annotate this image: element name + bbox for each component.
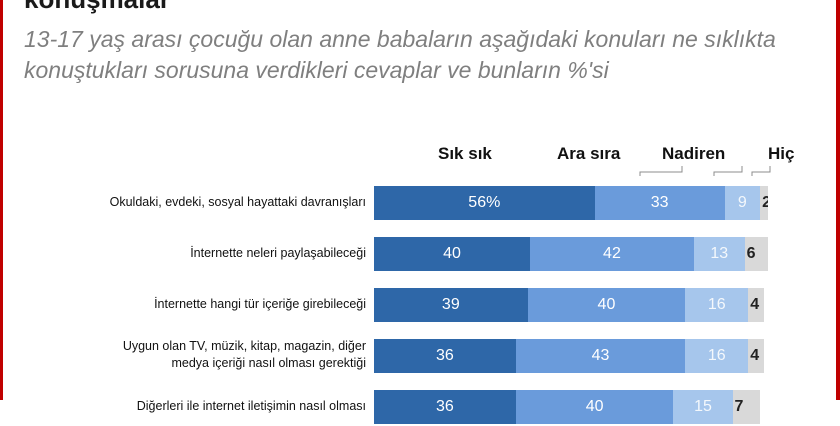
bar-segment: 4 xyxy=(748,288,765,322)
category-label-line: Uygun olan TV, müzik, kitap, magazin, di… xyxy=(122,339,366,353)
bar-segment: 16 xyxy=(685,339,749,373)
category-label-line: medya içeriği nasıl olması gerektiği xyxy=(171,356,366,370)
legend-connector-line xyxy=(751,166,771,176)
data-label: 42 xyxy=(603,245,621,262)
stacked-bar: 56% 33 9 2 xyxy=(374,186,768,220)
legend-label: Ara sıra xyxy=(557,144,621,163)
category-label: İnternette neleri paylaşabileceği xyxy=(6,233,366,273)
bar-segment: 4 xyxy=(748,339,765,373)
data-label: 33 xyxy=(650,194,669,211)
chart-row: Diğerleri ile internet iletişimin nasıl … xyxy=(0,386,840,426)
bar-segment: 40 xyxy=(515,390,674,424)
data-label: 4 xyxy=(750,347,760,364)
stacked-bar: 40 42 13 6 xyxy=(374,237,768,271)
stacked-bar: 36 43 16 4 xyxy=(374,339,768,373)
bar-segment: 40 xyxy=(527,288,686,322)
chart-row: İnternette neleri paylaşabileceği 40 42 13 6 xyxy=(0,233,840,273)
data-label: 39 xyxy=(441,296,460,313)
bar-segment: 40 xyxy=(374,237,531,271)
data-label: 7 xyxy=(734,398,744,415)
bar-segment: 2 xyxy=(760,186,768,220)
chart-row: Okuldaki, evdeki, sosyal hayattaki davra… xyxy=(0,182,840,222)
stacked-bar: 36 40 15 7 xyxy=(374,390,768,424)
category-label: Uygun olan TV, müzik, kitap, magazin, di… xyxy=(6,335,366,375)
data-label: 40 xyxy=(585,398,604,415)
category-label-line: Okuldaki, evdeki, sosyal hayattaki davra… xyxy=(109,194,366,209)
legend-label: Nadiren xyxy=(662,144,726,163)
legend-connector-line xyxy=(713,166,743,176)
data-label: 16 xyxy=(707,296,726,313)
data-label: 2 xyxy=(762,194,768,211)
bar-segment: 6 xyxy=(744,237,768,271)
slide-heading: konuşmalar xyxy=(24,0,170,15)
bar-segment: 56% xyxy=(374,186,595,220)
data-label: 16 xyxy=(707,347,726,364)
bar-segment: 15 xyxy=(673,390,733,424)
category-label-line: İnternette neleri paylaşabileceği xyxy=(190,245,366,260)
data-label: 6 xyxy=(746,245,756,262)
frame-left-border xyxy=(0,0,3,400)
chart-row: İnternette hangi tür içeriğe girebileceğ… xyxy=(0,284,840,324)
data-label: 40 xyxy=(443,245,461,262)
data-label: 36 xyxy=(436,347,454,364)
chart-row: Uygun olan TV, müzik, kitap, magazin, di… xyxy=(0,335,840,375)
bar-segment: 9 xyxy=(724,186,761,220)
chart-subtitle: 13-17 yaş arası çocuğu olan anne babalar… xyxy=(24,26,776,83)
data-label: 9 xyxy=(737,194,747,211)
category-label: Diğerleri ile internet iletişimin nasıl … xyxy=(6,386,366,426)
bar-segment: 16 xyxy=(685,288,749,322)
bar-segment: 42 xyxy=(530,237,694,271)
data-label: 13 xyxy=(710,245,729,262)
stacked-bar: 39 40 16 4 xyxy=(374,288,768,322)
bar-segment: 36 xyxy=(374,339,516,373)
bar-segment: 39 xyxy=(374,288,528,322)
bar-segment: 36 xyxy=(374,390,516,424)
bar-segment: 13 xyxy=(693,237,745,271)
category-label-line: İnternette hangi tür içeriğe girebileceğ… xyxy=(154,296,366,311)
category-label-line: Diğerleri ile internet iletişimin nasıl … xyxy=(136,398,366,413)
category-label: İnternette hangi tür içeriğe girebileceğ… xyxy=(6,284,366,324)
data-label: 15 xyxy=(694,398,712,415)
legend-label: Sık sık xyxy=(438,144,492,163)
data-label: 4 xyxy=(750,296,760,313)
bar-segment: 43 xyxy=(515,339,686,373)
legend-connectors xyxy=(639,166,771,176)
data-label: 43 xyxy=(591,347,610,364)
bar-segment: 33 xyxy=(594,186,725,220)
category-label: Okuldaki, evdeki, sosyal hayattaki davra… xyxy=(6,182,366,222)
frame-right-border xyxy=(836,0,840,400)
legend-label: Hiç xyxy=(768,144,795,163)
legend-connector-line xyxy=(639,166,683,176)
data-label: 40 xyxy=(597,296,616,313)
data-label: 36 xyxy=(436,398,454,415)
data-label: 56% xyxy=(468,194,501,211)
bar-segment: 7 xyxy=(732,390,761,424)
